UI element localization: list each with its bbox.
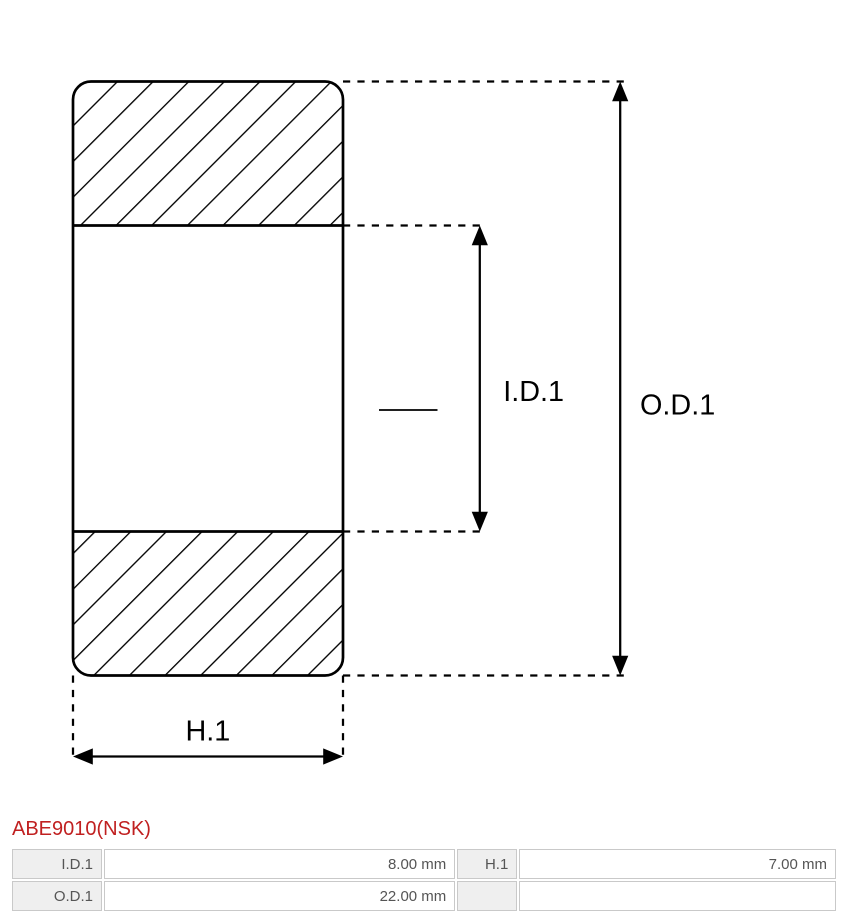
dim-od-arrow-bottom [612, 656, 628, 676]
hatch-group [73, 82, 343, 676]
dim-h-label: H.1 [186, 715, 231, 747]
dim-h-arrow-right [323, 748, 343, 764]
spec-value-id1: 8.00 mm [104, 849, 455, 879]
spec-value-h1: 7.00 mm [519, 849, 836, 879]
dim-h-arrow-left [73, 748, 93, 764]
dim-od-label: O.D.1 [640, 390, 715, 422]
bearing-cross-section-diagram: I.D.1 O.D.1 H.1 [10, 10, 730, 810]
dim-id-label: I.D.1 [503, 376, 564, 408]
dim-id-arrow-bottom [472, 512, 488, 532]
table-row: I.D.1 8.00 mm H.1 7.00 mm [12, 849, 836, 879]
dim-id-arrow-top [472, 226, 488, 246]
page-root: I.D.1 O.D.1 H.1 ABE9010(NSK) I.D.1 8.00 … [0, 0, 848, 923]
spec-label-id1: I.D.1 [12, 849, 102, 879]
diagram-area: I.D.1 O.D.1 H.1 [10, 10, 838, 810]
spec-label-h1: H.1 [457, 849, 517, 879]
spec-table: I.D.1 8.00 mm H.1 7.00 mm O.D.1 22.00 mm [10, 847, 838, 913]
dim-od-arrow-top [612, 82, 628, 102]
product-title: ABE9010(NSK) [12, 818, 838, 841]
